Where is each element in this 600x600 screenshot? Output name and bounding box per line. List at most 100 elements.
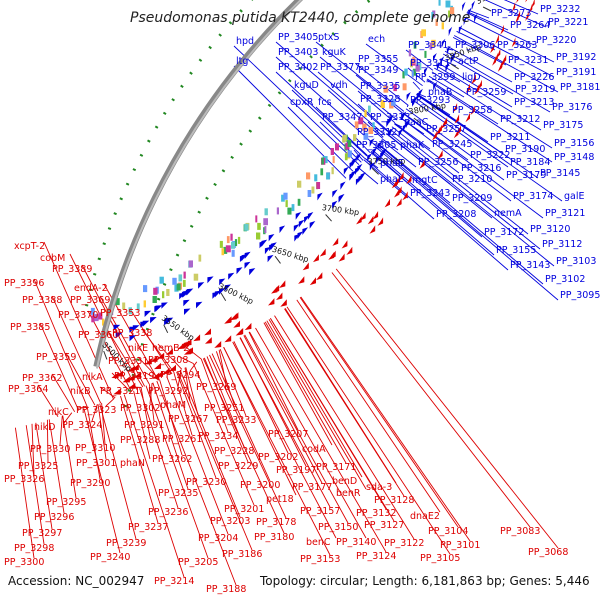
gene-connector: [458, 26, 555, 78]
gene-label: hemB-2: [152, 343, 189, 354]
forward-gene-arrow: [224, 284, 231, 292]
feature-block: [264, 208, 268, 216]
forward-gene-arrow: [183, 299, 190, 307]
gene-label: PP_3262: [152, 454, 192, 465]
feature-block: [354, 121, 359, 129]
reverse-gene-arrow: [115, 370, 124, 377]
reverse-gene-arrow: [302, 262, 309, 271]
gene-label: phaK: [400, 140, 425, 151]
feature-block: [221, 248, 225, 256]
gene-connector: [464, 16, 555, 63]
feature-block: [283, 192, 288, 200]
gene-label: ligD: [462, 72, 481, 83]
gene-label: PP_3124: [356, 551, 396, 562]
gene-label: PP_3237: [128, 522, 168, 533]
forward-gene-arrow: [184, 308, 191, 315]
feature-block: [231, 241, 235, 249]
forward-gene-arrow: [377, 141, 383, 150]
gene-connector: [185, 367, 199, 416]
forward-gene-arrow: [339, 193, 345, 202]
reverse-gene-arrow: [394, 176, 401, 185]
reverse-gene-arrow: [515, 13, 519, 24]
gene-label: PP_3219: [515, 84, 555, 95]
reverse-gene-arrow: [477, 79, 482, 90]
forward-gene-arrow: [358, 174, 364, 183]
gene-label: PP_3120: [530, 224, 570, 235]
forward-gene-arrow: [307, 212, 314, 220]
gene-label: PP_3235: [158, 488, 198, 499]
forward-gene-arrow: [309, 221, 316, 229]
gene-connector: [467, 9, 490, 19]
forward-gene-arrow: [219, 288, 226, 295]
feature-block: [368, 127, 374, 134]
gene-connector: [355, 63, 409, 106]
gene-label: benC: [306, 537, 331, 548]
gene-connector: [211, 353, 271, 482]
gene-connector: [200, 359, 229, 433]
gene-label: PP_3243: [410, 188, 450, 199]
gene-label: PP_3222: [470, 150, 510, 161]
feature-block: [412, 68, 417, 76]
reverse-gene-arrow: [155, 370, 164, 377]
gene-connector: [442, 53, 514, 95]
feature-block: [431, 39, 436, 47]
feature-block: [225, 245, 231, 253]
gene-label: PP_3121: [545, 208, 585, 219]
gene-connector: [157, 343, 183, 370]
feature-block: [128, 307, 132, 315]
reverse-gene-arrow: [341, 240, 348, 249]
feature-block: [383, 85, 389, 93]
forward-gene-arrow: [244, 251, 251, 259]
reverse-gene-arrow: [525, 10, 529, 21]
forward-gene-arrow: [446, 45, 451, 55]
gene-connector: [177, 355, 194, 364]
reverse-gene-arrow: [224, 316, 231, 324]
forward-gene-arrow: [302, 227, 309, 235]
reverse-gene-arrow: [316, 272, 323, 281]
forward-gene-arrow: [212, 292, 219, 299]
gene-label: PP_3310: [75, 443, 115, 454]
gene-connector: [77, 406, 89, 409]
forward-gene-arrow: [474, 13, 478, 24]
gene-label: nikD: [34, 422, 55, 433]
feature-block: [153, 287, 158, 295]
reverse-gene-arrow: [236, 328, 244, 336]
feature-block: [178, 274, 183, 282]
gene-label: PP_3306: [455, 40, 495, 51]
gene-label: PP_3362: [22, 373, 62, 384]
gene-connector: [426, 78, 499, 125]
feature-block: [372, 122, 375, 130]
forward-gene-arrow: [448, 26, 453, 37]
reverse-gene-arrow: [502, 54, 507, 65]
gene-connector: [414, 96, 563, 202]
gene-label: PP_3226: [514, 72, 554, 83]
reverse-gene-arrow: [111, 372, 119, 379]
gene-label: PP_3328: [360, 94, 400, 105]
feature-block: [314, 174, 318, 182]
forward-gene-arrow: [279, 225, 286, 234]
reverse-gene-arrow: [369, 225, 376, 234]
forward-gene-arrow: [343, 166, 349, 175]
gene-connector: [467, 11, 509, 31]
gene-connector: [391, 126, 529, 235]
gene-connector: [389, 128, 541, 250]
gene-label: hpd: [236, 36, 254, 47]
feature-block: [231, 249, 235, 257]
feature-block: [438, 0, 441, 6]
gene-connector: [444, 50, 551, 113]
gene-connector: [39, 322, 80, 411]
gene-label: PP_3200: [240, 480, 280, 491]
gene-label: PP_3103: [556, 256, 596, 267]
gene-label: pet18: [266, 494, 294, 505]
gene-label: PP_3402: [278, 62, 318, 73]
feature-block: [321, 157, 324, 165]
gene-connector: [407, 67, 426, 83]
forward-gene-arrow: [360, 172, 366, 181]
kbp-tick: [371, 167, 379, 175]
feature-block: [219, 240, 223, 248]
reverse-gene-arrow: [398, 172, 404, 181]
gene-label: PP_3256: [418, 157, 458, 168]
feature-block: [435, 18, 438, 26]
gene-label: PP_3112: [542, 239, 582, 250]
gene-label: PP_3186: [222, 549, 262, 560]
